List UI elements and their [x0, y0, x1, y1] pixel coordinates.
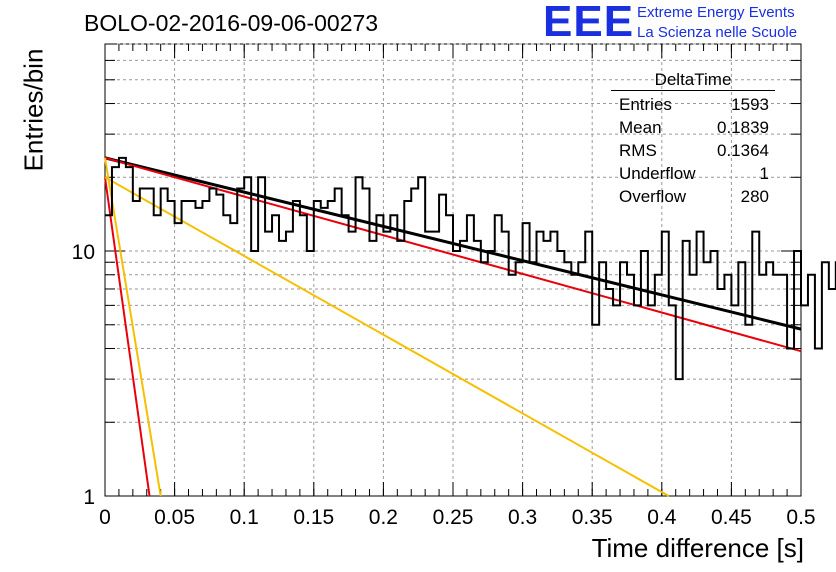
histogram-outline — [105, 156, 836, 381]
stats-label: Mean — [619, 118, 662, 137]
stats-row-underflow: Underflow 1 — [611, 162, 775, 185]
x-tick-label: 0.2 — [369, 506, 398, 529]
eee-logo: EEE — [543, 0, 635, 46]
stats-value: 1593 — [731, 95, 769, 114]
x-tick-label: 0.1 — [230, 506, 259, 529]
logo-text-line1: Extreme Energy Events — [637, 4, 795, 21]
stats-box-title: DeltaTime — [611, 70, 775, 91]
x-tick-label: 0.45 — [711, 506, 752, 529]
x-tick-label: 0.3 — [508, 506, 537, 529]
y-tick-label: 10 — [72, 241, 95, 264]
stats-row-rms: RMS 0.1364 — [611, 139, 775, 162]
stats-value: 0.1839 — [717, 118, 769, 137]
x-tick-labels: 0 0.05 0.1 0.15 0.2 0.25 0.3 0.35 0.4 0.45 0.5 — [99, 506, 815, 529]
stats-value: 280 — [740, 187, 769, 206]
stats-row-entries: Entries 1593 — [611, 93, 775, 116]
plot-title: BOLO-02-2016-09-06-00273 — [84, 10, 379, 36]
y-tick-labels: 1 10 — [72, 241, 95, 509]
x-tick-label: 0.25 — [433, 506, 474, 529]
x-axis-label: Time difference [s] — [591, 533, 804, 563]
fit-curve-red — [104, 177, 151, 497]
x-tick-label: 0.15 — [293, 506, 334, 529]
axis-ticks — [104, 43, 802, 497]
stats-label: Entries — [619, 95, 672, 114]
x-tick-label: 0.35 — [572, 506, 613, 529]
x-tick-label: 0.5 — [786, 506, 815, 529]
y-axis-label: Entries/bin — [18, 48, 49, 172]
fit-curve-yellow — [104, 157, 162, 497]
x-tick-label: 0 — [99, 506, 111, 529]
y-tick-label: 1 — [83, 486, 95, 509]
stats-value: 0.1364 — [717, 141, 769, 160]
logo-text-line2: La Scienza nelle Scuole — [637, 24, 798, 41]
stats-box: DeltaTime Entries 1593 Mean 0.1839 RMS 0… — [611, 70, 775, 208]
stats-label: Underflow — [619, 164, 696, 183]
stats-label: RMS — [619, 141, 657, 160]
stats-row-overflow: Overflow 280 — [611, 185, 775, 208]
stats-value: 1 — [759, 164, 769, 183]
stats-label: Overflow — [619, 187, 687, 206]
fit-curve-yellow — [104, 176, 670, 497]
x-tick-label: 0.4 — [647, 506, 677, 529]
x-tick-label: 0.05 — [154, 506, 195, 529]
stats-row-mean: Mean 0.1839 — [611, 116, 775, 139]
fit-curve-red — [104, 156, 802, 353]
